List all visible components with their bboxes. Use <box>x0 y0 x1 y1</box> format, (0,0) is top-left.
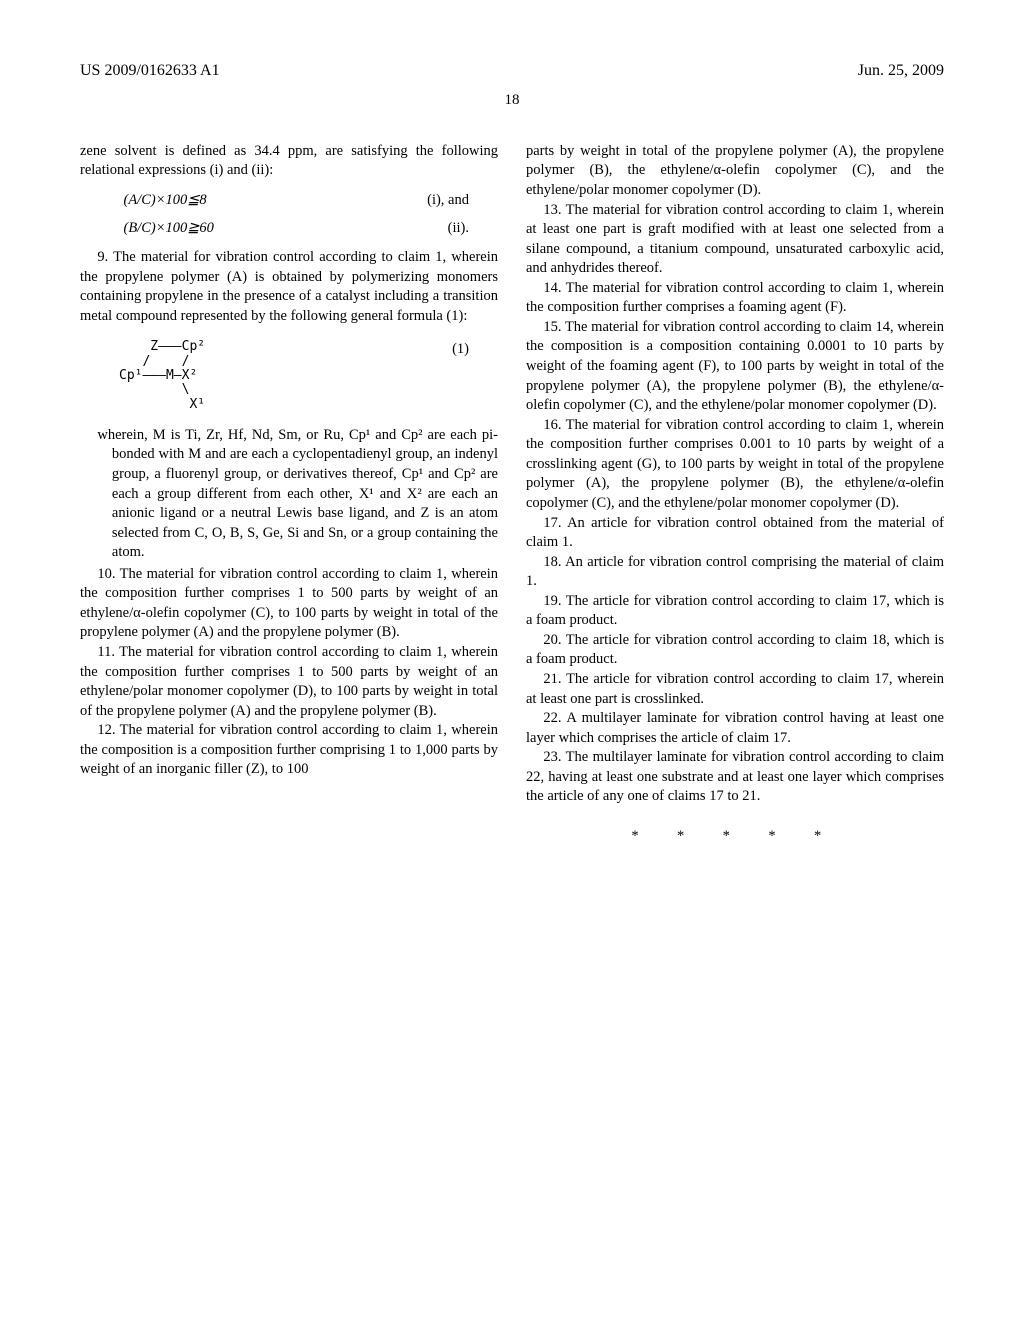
page-number: 18 <box>80 90 944 110</box>
claim-20: 20. The article for vibration control ac… <box>526 631 944 670</box>
claim-10: 10. The material for vibration control a… <box>80 565 498 643</box>
claim-19: 19. The article for vibration control ac… <box>526 592 944 631</box>
body-columns: zene solvent is defined as 34.4 ppm, are… <box>80 142 944 847</box>
diagram-number: (1) <box>452 340 469 360</box>
claim-23: 23. The multilayer laminate for vibratio… <box>526 748 944 807</box>
right-column: parts by weight in total of the propylen… <box>526 142 944 847</box>
formula-i-lhs: (A/C)×100≦8 <box>124 191 207 211</box>
pub-number: US 2009/0162633 A1 <box>80 60 220 82</box>
claim-15: 15. The material for vibration control a… <box>526 318 944 416</box>
claim-16: 16. The material for vibration control a… <box>526 416 944 514</box>
structure-diagram: (1) Z———Cp² / / Cp¹———M—X² \ X¹ <box>80 340 498 411</box>
formula-ii: (B/C)×100≧60 (ii). <box>124 219 499 239</box>
claim-21: 21. The article for vibration control ac… <box>526 670 944 709</box>
claim-11: 11. The material for vibration control a… <box>80 643 498 721</box>
formula-ii-lhs: (B/C)×100≧60 <box>124 219 214 239</box>
formula-i: (A/C)×100≦8 (i), and <box>124 191 499 211</box>
claim-14: 14. The material for vibration control a… <box>526 279 944 318</box>
claim-13: 13. The material for vibration control a… <box>526 201 944 279</box>
pub-date: Jun. 25, 2009 <box>858 60 944 82</box>
claim-12: 12. The material for vibration control a… <box>80 721 498 780</box>
claim-17: 17. An article for vibration control obt… <box>526 514 944 553</box>
formula-i-rhs: (i), and <box>427 191 469 211</box>
formula-ii-rhs: (ii). <box>448 219 469 239</box>
claim-9-wherein: wherein, M is Ti, Zr, Hf, Nd, Sm, or Ru,… <box>80 426 498 563</box>
claim-18: 18. An article for vibration control com… <box>526 553 944 592</box>
claim-22: 22. A multilayer laminate for vibration … <box>526 709 944 748</box>
left-column: zene solvent is defined as 34.4 ppm, are… <box>80 142 498 847</box>
formula-block: (A/C)×100≦8 (i), and (B/C)×100≧60 (ii). <box>124 191 499 238</box>
claim-9: 9. The material for vibration control ac… <box>80 248 498 326</box>
end-marker: * * * * * <box>526 827 944 847</box>
diagram-ascii: Z———Cp² / / Cp¹———M—X² \ X¹ <box>119 340 498 411</box>
intro-frag: zene solvent is defined as 34.4 ppm, are… <box>80 142 498 181</box>
page-header: US 2009/0162633 A1 Jun. 25, 2009 <box>80 60 944 82</box>
claim-12-cont: parts by weight in total of the propylen… <box>526 142 944 201</box>
